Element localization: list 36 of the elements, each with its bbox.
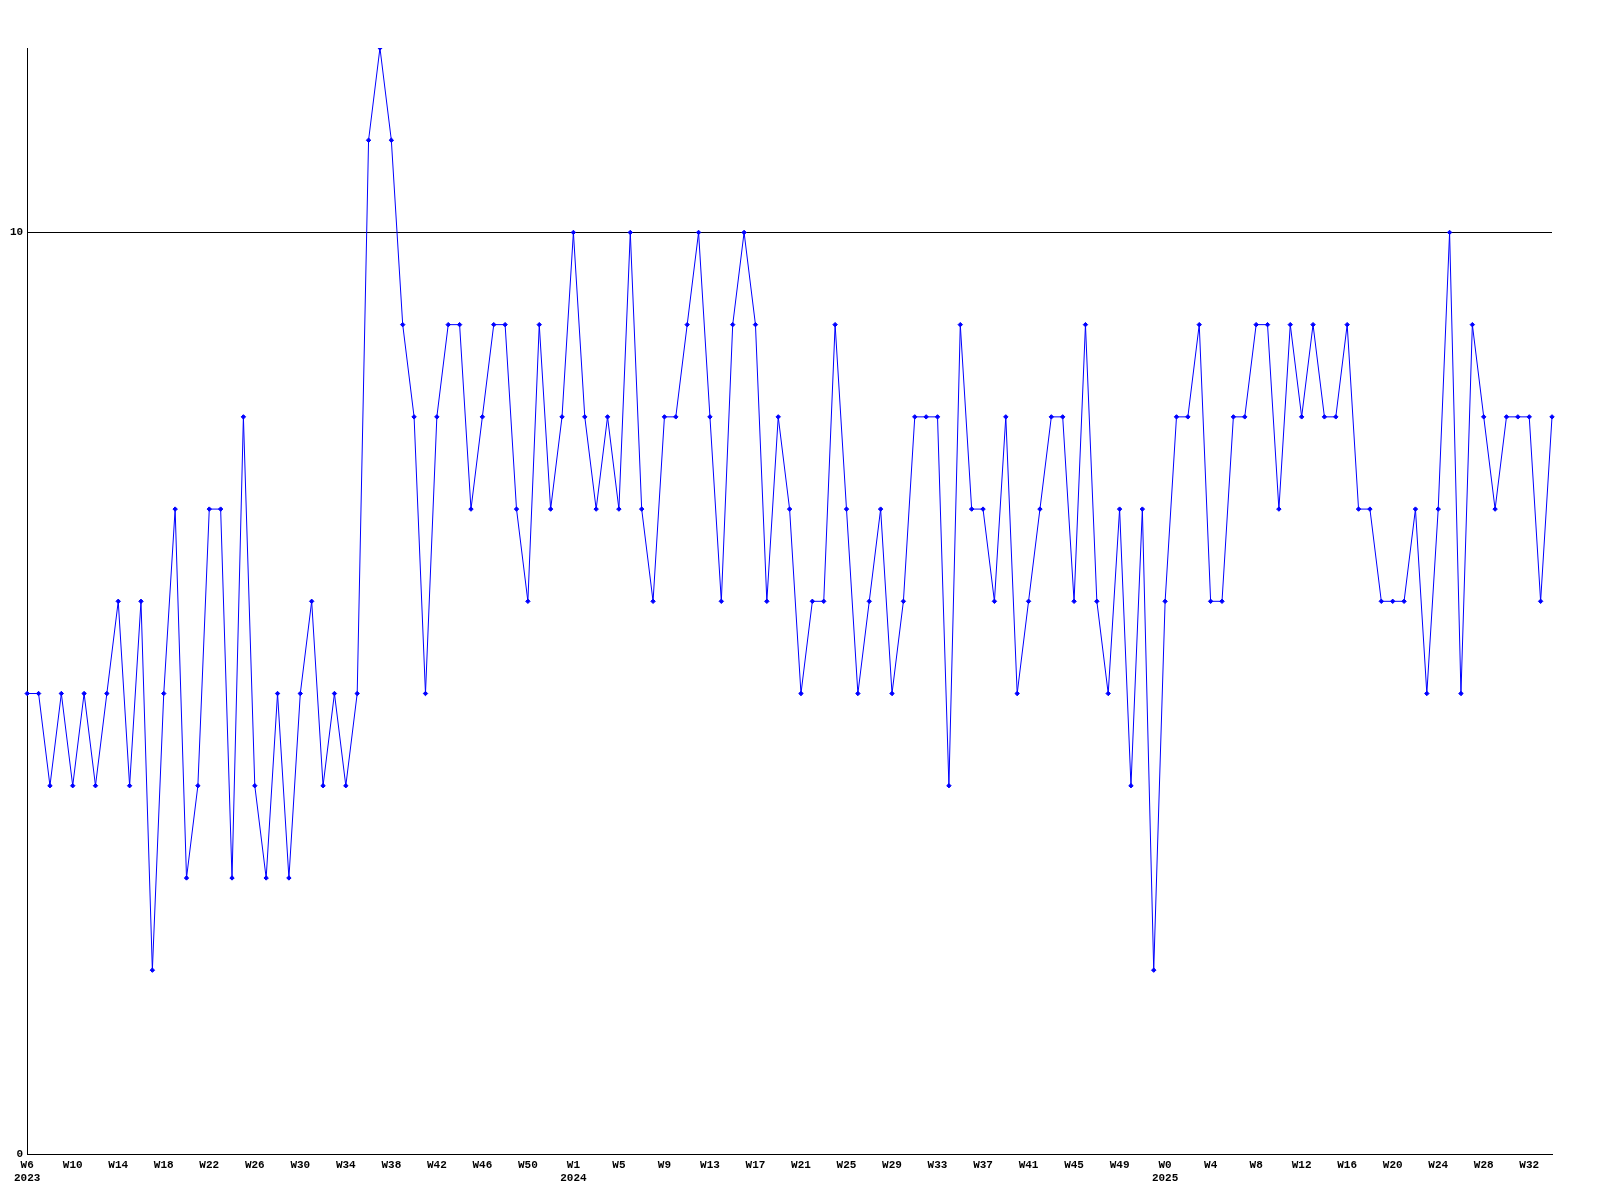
- x-tick-label: W22: [199, 1158, 220, 1171]
- y-tick-label: 0: [16, 1148, 24, 1161]
- x-tick-label: W8: [1249, 1158, 1264, 1171]
- x-tick-label: W29: [882, 1158, 902, 1171]
- x-tick-label: W32: [1519, 1158, 1540, 1171]
- x-tick-label: W12: [1291, 1158, 1312, 1171]
- y-tick-label: 10: [10, 226, 24, 239]
- x-tick-label: W38: [381, 1158, 402, 1171]
- x-tick-label: W46: [472, 1158, 493, 1171]
- x-tick-label: W0 2025: [1151, 1158, 1179, 1185]
- x-tick-label: W13: [700, 1158, 721, 1171]
- x-tick-label: W24: [1428, 1158, 1449, 1171]
- x-tick-label: W34: [335, 1158, 357, 1171]
- x-tick-label: W5: [612, 1158, 626, 1171]
- x-tick-label: W17: [745, 1158, 766, 1171]
- x-tick-label: W26: [244, 1158, 265, 1171]
- x-tick-label: W18: [153, 1158, 175, 1171]
- x-tick-label: W33: [927, 1158, 948, 1171]
- x-tick-label: W9: [657, 1158, 672, 1171]
- x-tick-label: W14: [108, 1158, 129, 1171]
- x-tick-label: W25: [836, 1158, 857, 1171]
- x-tick-label: W6 2023: [14, 1158, 41, 1185]
- x-tick-label: W1 2024: [560, 1158, 587, 1185]
- x-tick-label: W21: [791, 1158, 812, 1171]
- x-tick-label: W45: [1064, 1158, 1085, 1171]
- x-tick-label: W50: [517, 1158, 538, 1171]
- x-tick-label: W37: [973, 1158, 993, 1171]
- x-tick-label: W49: [1109, 1158, 1130, 1171]
- x-tick-label: W16: [1337, 1158, 1358, 1171]
- x-tick-label: W28: [1473, 1158, 1495, 1171]
- x-tick-label: W41: [1018, 1158, 1039, 1171]
- x-tick-label: W42: [426, 1158, 447, 1171]
- x-tick-label: W20: [1382, 1158, 1403, 1171]
- x-tick-label: W10: [62, 1158, 83, 1171]
- x-tick-label: W30: [290, 1158, 311, 1171]
- x-tick-label: W4: [1204, 1158, 1218, 1171]
